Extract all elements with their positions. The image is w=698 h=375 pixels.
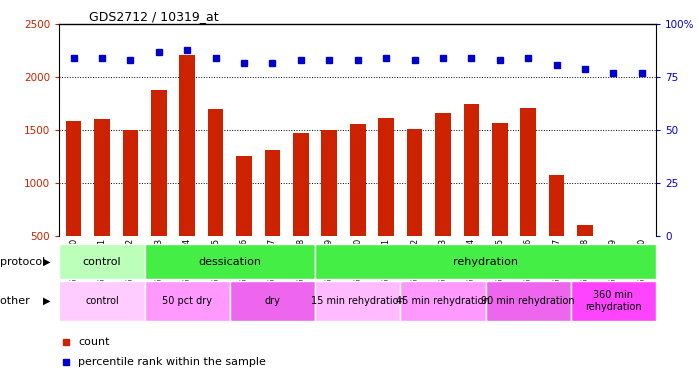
- Text: dessication: dessication: [198, 256, 261, 267]
- Text: 50 pct dry: 50 pct dry: [162, 296, 212, 306]
- Bar: [265, 150, 281, 236]
- Bar: [179, 55, 195, 236]
- Bar: [521, 108, 536, 236]
- Bar: [634, 236, 650, 238]
- Bar: [407, 129, 422, 236]
- Bar: [230, 281, 315, 321]
- Bar: [606, 236, 621, 237]
- Bar: [208, 109, 223, 236]
- Text: control: control: [85, 296, 119, 306]
- Bar: [577, 225, 593, 236]
- Bar: [486, 281, 571, 321]
- Bar: [151, 90, 167, 236]
- Bar: [378, 118, 394, 236]
- Text: count: count: [78, 336, 110, 346]
- Text: percentile rank within the sample: percentile rank within the sample: [78, 357, 266, 367]
- Bar: [123, 130, 138, 236]
- Text: protocol: protocol: [0, 256, 49, 267]
- Text: GDS2712 / 10319_at: GDS2712 / 10319_at: [89, 10, 218, 23]
- Text: other: other: [0, 296, 34, 306]
- Text: control: control: [82, 256, 121, 267]
- Text: 90 min rehydration: 90 min rehydration: [482, 296, 575, 306]
- Bar: [401, 281, 486, 321]
- Text: 45 min rehydration: 45 min rehydration: [396, 296, 490, 306]
- Text: 360 min
rehydration: 360 min rehydration: [585, 290, 641, 312]
- Bar: [463, 104, 480, 236]
- Text: 15 min rehydration: 15 min rehydration: [311, 296, 405, 306]
- Text: rehydration: rehydration: [453, 256, 518, 267]
- Bar: [94, 118, 110, 236]
- Bar: [144, 281, 230, 321]
- Bar: [549, 175, 565, 236]
- Bar: [144, 244, 315, 279]
- Text: ▶: ▶: [43, 256, 51, 267]
- Bar: [435, 113, 451, 236]
- Text: ▶: ▶: [43, 296, 51, 306]
- Bar: [236, 156, 252, 236]
- Bar: [492, 123, 507, 236]
- Bar: [66, 121, 82, 236]
- Bar: [350, 124, 366, 236]
- Text: dry: dry: [265, 296, 281, 306]
- Bar: [315, 281, 401, 321]
- Bar: [322, 130, 337, 236]
- Bar: [571, 281, 656, 321]
- Bar: [315, 244, 656, 279]
- Bar: [293, 134, 309, 236]
- Bar: [59, 244, 144, 279]
- Bar: [59, 281, 144, 321]
